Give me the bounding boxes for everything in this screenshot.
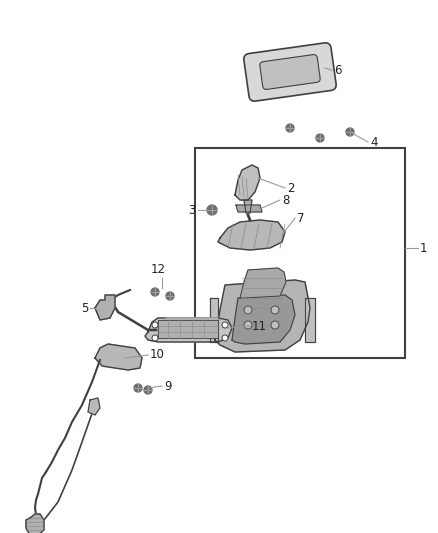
Text: 12: 12: [151, 263, 166, 276]
Circle shape: [207, 205, 217, 215]
Polygon shape: [210, 298, 218, 342]
Text: 11: 11: [252, 319, 267, 333]
Circle shape: [244, 321, 252, 329]
Circle shape: [222, 335, 228, 341]
Polygon shape: [240, 268, 286, 298]
Text: 3: 3: [189, 204, 196, 216]
Polygon shape: [158, 318, 218, 338]
Circle shape: [144, 386, 152, 394]
Circle shape: [166, 292, 174, 300]
Bar: [195, 148, 405, 358]
Polygon shape: [236, 205, 262, 212]
FancyBboxPatch shape: [260, 54, 320, 90]
Circle shape: [316, 134, 324, 142]
Text: 9: 9: [164, 379, 172, 392]
Polygon shape: [145, 318, 232, 342]
Circle shape: [346, 128, 354, 136]
Circle shape: [286, 124, 294, 132]
Text: 6: 6: [334, 63, 342, 77]
Circle shape: [271, 321, 279, 329]
Polygon shape: [215, 280, 310, 352]
Polygon shape: [235, 165, 260, 200]
Polygon shape: [95, 295, 115, 320]
Circle shape: [151, 288, 159, 296]
Text: 8: 8: [282, 193, 290, 206]
Circle shape: [271, 306, 279, 314]
Circle shape: [134, 384, 142, 392]
Polygon shape: [218, 220, 285, 250]
Polygon shape: [244, 200, 252, 213]
Circle shape: [244, 306, 252, 314]
Text: 10: 10: [150, 349, 165, 361]
Polygon shape: [305, 298, 315, 342]
Polygon shape: [88, 398, 100, 415]
Polygon shape: [95, 344, 142, 370]
FancyBboxPatch shape: [244, 43, 336, 101]
Circle shape: [152, 322, 158, 328]
Polygon shape: [232, 295, 295, 344]
Text: 5: 5: [81, 302, 88, 314]
Text: 7: 7: [297, 212, 304, 224]
Circle shape: [222, 322, 228, 328]
Text: 2: 2: [287, 182, 294, 195]
Polygon shape: [26, 514, 44, 533]
Text: 1: 1: [420, 241, 427, 254]
Text: 4: 4: [370, 135, 378, 149]
Circle shape: [152, 335, 158, 341]
